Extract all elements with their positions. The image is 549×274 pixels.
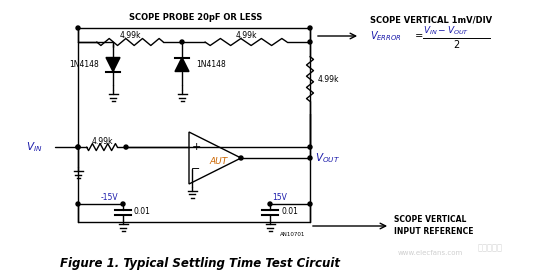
Text: =: = bbox=[412, 31, 423, 41]
Text: AN10701: AN10701 bbox=[279, 232, 305, 236]
Polygon shape bbox=[106, 58, 120, 72]
Text: AUT: AUT bbox=[210, 156, 228, 165]
Text: −: − bbox=[191, 164, 201, 174]
Text: 0.01: 0.01 bbox=[281, 207, 298, 216]
Text: 4.99k: 4.99k bbox=[318, 75, 339, 84]
Text: SCOPE VERTICAL: SCOPE VERTICAL bbox=[394, 215, 466, 224]
Text: 電子發燒友: 電子發燒友 bbox=[478, 244, 502, 253]
Text: 1N4148: 1N4148 bbox=[196, 60, 226, 69]
Circle shape bbox=[308, 26, 312, 30]
Text: 4.99k: 4.99k bbox=[119, 32, 141, 41]
Circle shape bbox=[308, 156, 312, 160]
Text: $V_{IN}$: $V_{IN}$ bbox=[25, 140, 42, 154]
Circle shape bbox=[308, 145, 312, 149]
Text: -15V: -15V bbox=[100, 193, 118, 202]
Circle shape bbox=[180, 40, 184, 44]
Text: +: + bbox=[191, 142, 201, 152]
Circle shape bbox=[121, 202, 125, 206]
Text: www.elecfans.com: www.elecfans.com bbox=[397, 250, 463, 256]
Text: 2: 2 bbox=[453, 40, 459, 50]
Text: 4.99k: 4.99k bbox=[91, 136, 113, 145]
Text: $V_{ERROR}$: $V_{ERROR}$ bbox=[370, 29, 402, 43]
Circle shape bbox=[76, 202, 80, 206]
Circle shape bbox=[76, 145, 80, 149]
Circle shape bbox=[124, 145, 128, 149]
Circle shape bbox=[308, 202, 312, 206]
Text: $V_{OUT}$: $V_{OUT}$ bbox=[315, 151, 340, 165]
Text: 0.01: 0.01 bbox=[134, 207, 151, 216]
Text: 4.99k: 4.99k bbox=[236, 32, 257, 41]
Text: SCOPE VERTICAL 1mV/DIV: SCOPE VERTICAL 1mV/DIV bbox=[370, 16, 492, 24]
Polygon shape bbox=[175, 58, 189, 72]
Circle shape bbox=[239, 156, 243, 160]
Text: $V_{IN} - V_{OUT}$: $V_{IN} - V_{OUT}$ bbox=[423, 25, 469, 37]
Text: SCOPE PROBE 20pF OR LESS: SCOPE PROBE 20pF OR LESS bbox=[130, 13, 262, 22]
Circle shape bbox=[76, 145, 80, 149]
Circle shape bbox=[308, 40, 312, 44]
Text: 15V: 15V bbox=[272, 193, 288, 202]
Circle shape bbox=[76, 26, 80, 30]
Text: 1N4148: 1N4148 bbox=[69, 60, 99, 69]
Circle shape bbox=[268, 202, 272, 206]
Text: Figure 1. Typical Settling Time Test Circuit: Figure 1. Typical Settling Time Test Cir… bbox=[60, 256, 340, 270]
Text: INPUT REFERENCE: INPUT REFERENCE bbox=[394, 227, 473, 235]
